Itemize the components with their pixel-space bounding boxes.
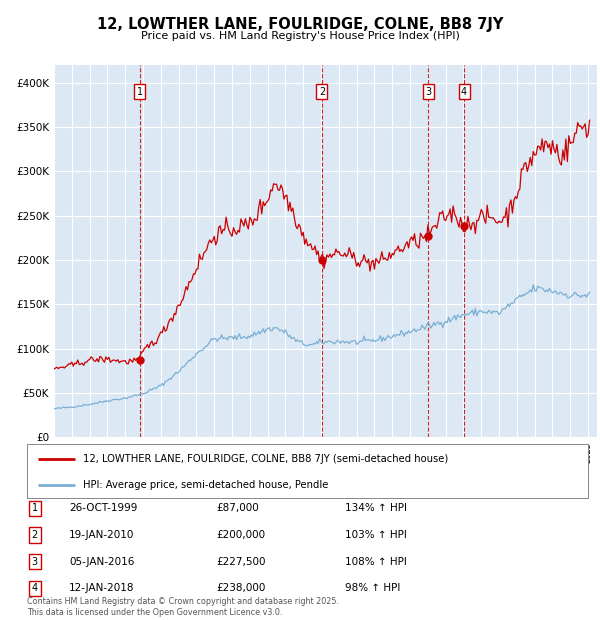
Text: 3: 3	[425, 87, 431, 97]
Text: 12, LOWTHER LANE, FOULRIDGE, COLNE, BB8 7JY: 12, LOWTHER LANE, FOULRIDGE, COLNE, BB8 …	[97, 17, 503, 32]
Text: Price paid vs. HM Land Registry's House Price Index (HPI): Price paid vs. HM Land Registry's House …	[140, 31, 460, 41]
Text: 2: 2	[319, 87, 325, 97]
Text: 2: 2	[32, 530, 38, 540]
Text: 19-JAN-2010: 19-JAN-2010	[69, 530, 134, 540]
Text: 134% ↑ HPI: 134% ↑ HPI	[345, 503, 407, 513]
Text: 108% ↑ HPI: 108% ↑ HPI	[345, 557, 407, 567]
Text: 12-JAN-2018: 12-JAN-2018	[69, 583, 134, 593]
Text: 4: 4	[32, 583, 38, 593]
Text: £87,000: £87,000	[216, 503, 259, 513]
Text: 26-OCT-1999: 26-OCT-1999	[69, 503, 137, 513]
Text: 98% ↑ HPI: 98% ↑ HPI	[345, 583, 400, 593]
Text: 12, LOWTHER LANE, FOULRIDGE, COLNE, BB8 7JY (semi-detached house): 12, LOWTHER LANE, FOULRIDGE, COLNE, BB8 …	[83, 454, 448, 464]
Text: £200,000: £200,000	[216, 530, 265, 540]
Text: HPI: Average price, semi-detached house, Pendle: HPI: Average price, semi-detached house,…	[83, 480, 328, 490]
Text: 1: 1	[137, 87, 143, 97]
Text: Contains HM Land Registry data © Crown copyright and database right 2025.
This d: Contains HM Land Registry data © Crown c…	[27, 598, 339, 617]
Text: 05-JAN-2016: 05-JAN-2016	[69, 557, 134, 567]
Text: £238,000: £238,000	[216, 583, 265, 593]
Text: 4: 4	[461, 87, 467, 97]
Text: 3: 3	[32, 557, 38, 567]
Text: 1: 1	[32, 503, 38, 513]
Text: 103% ↑ HPI: 103% ↑ HPI	[345, 530, 407, 540]
Text: £227,500: £227,500	[216, 557, 265, 567]
